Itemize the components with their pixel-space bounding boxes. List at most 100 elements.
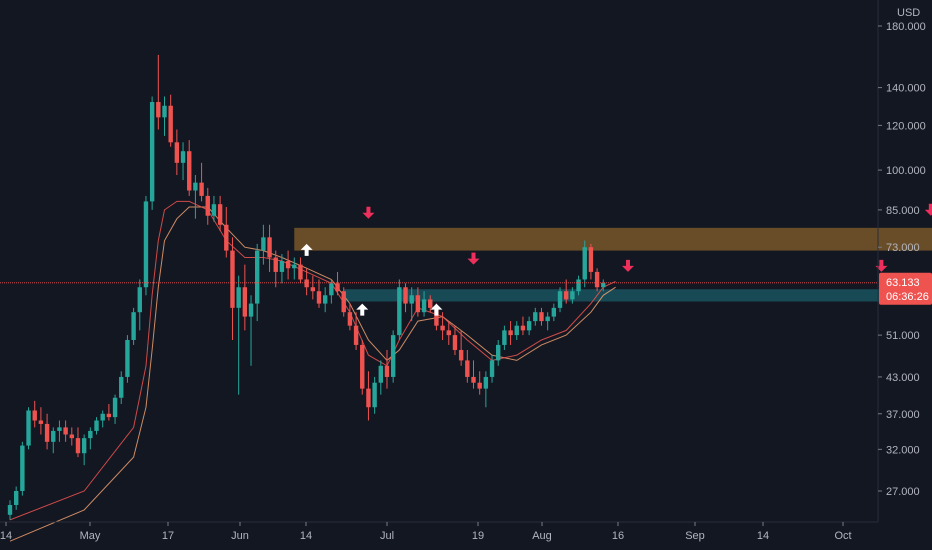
candle-body	[261, 237, 266, 251]
candle-body	[601, 282, 606, 288]
candle-body	[106, 413, 112, 418]
price-tick-label: 51.000	[886, 330, 920, 342]
price-tick-label: 37.000	[886, 409, 920, 421]
candle-body	[384, 365, 390, 377]
candle-body	[496, 344, 501, 361]
time-tick-label: May	[80, 530, 101, 542]
candle-body	[63, 427, 68, 435]
candle-body	[564, 291, 569, 300]
candle-body	[156, 102, 161, 118]
candle-body	[440, 325, 445, 331]
price-tick-label: 120.000	[886, 120, 926, 132]
candle-body	[415, 295, 421, 313]
candle-body	[149, 102, 155, 202]
candle-body	[341, 291, 346, 313]
candle-body	[162, 105, 167, 118]
candle-body	[310, 287, 316, 292]
candle-body	[180, 151, 186, 163]
candle-body	[298, 264, 303, 280]
candle-body	[273, 257, 278, 272]
moving-averages-layer	[9, 200, 616, 542]
candle-body	[236, 287, 241, 308]
candles-layer	[7, 54, 606, 520]
candle-body	[322, 295, 328, 304]
candle-body	[51, 430, 56, 442]
arrow-down-icon	[362, 206, 375, 219]
time-tick-label: 17	[162, 530, 174, 542]
candle-body	[483, 376, 489, 389]
candle-body	[508, 330, 513, 336]
candle-body	[193, 182, 198, 191]
price-tick-label: 32.000	[886, 444, 920, 456]
candle-body	[570, 291, 575, 300]
arrow-down-icon	[467, 252, 480, 265]
candle-body	[205, 195, 210, 216]
candle-body	[360, 344, 365, 389]
candle-body	[489, 360, 495, 377]
candle-body	[168, 105, 173, 143]
candle-body	[520, 325, 526, 331]
candle-body	[88, 430, 93, 439]
candle-body	[174, 142, 180, 163]
candle-body	[211, 204, 217, 216]
currency-label: USD	[897, 7, 920, 19]
candle-body	[421, 299, 427, 313]
last-price-label: 63.133	[886, 277, 920, 289]
arrow-up-icon	[430, 303, 443, 316]
candle-body	[366, 388, 371, 408]
candle-body	[38, 420, 44, 424]
candle-body	[242, 287, 248, 317]
candle-body	[452, 335, 458, 350]
candle-body	[75, 438, 81, 454]
countdown-label: 06:36:26	[886, 291, 929, 303]
candle-body	[316, 291, 322, 304]
candle-body	[329, 283, 334, 296]
candle-body	[81, 438, 87, 454]
time-tick-label: 19	[472, 530, 484, 542]
candle-body	[514, 325, 519, 336]
price-tick-label: 180.000	[886, 21, 926, 33]
candle-body	[267, 237, 272, 258]
candle-body	[551, 307, 557, 317]
candle-body	[582, 247, 587, 280]
candle-body	[285, 261, 291, 269]
price-axis[interactable]: 180.000 140.000 120.000 100.000 85.000 73.000…	[878, 21, 926, 498]
candle-body	[335, 283, 340, 292]
candle-body	[397, 287, 402, 336]
candle-body	[390, 335, 396, 377]
candle-body	[434, 307, 439, 326]
candle-body	[143, 201, 149, 288]
time-tick-label: 14	[757, 530, 769, 542]
candle-body	[279, 261, 285, 272]
time-tick-label: 14	[300, 530, 312, 542]
candle-body	[557, 291, 563, 308]
candle-body	[44, 423, 50, 442]
candle-body	[125, 339, 130, 377]
candle-body	[7, 505, 13, 515]
candle-body	[403, 287, 408, 304]
candle-body	[458, 349, 464, 361]
time-tick-label: Oct	[834, 530, 851, 542]
price-tick-label: 43.000	[886, 372, 920, 384]
candle-body	[533, 312, 538, 322]
arrow-up-icon	[356, 303, 369, 316]
time-tick-label: Aug	[532, 530, 552, 542]
candle-body	[576, 279, 581, 292]
time-tick-label: 16	[612, 530, 624, 542]
candle-body	[526, 321, 532, 331]
candle-body	[409, 295, 414, 304]
ma-fast-line	[9, 200, 616, 521]
candle-body	[378, 365, 383, 383]
ma-slow-line	[9, 206, 616, 542]
candle-body	[20, 445, 25, 491]
zone-resistance	[294, 227, 932, 251]
price-tick-label: 100.000	[886, 165, 926, 177]
candle-body	[471, 376, 476, 383]
candle-body	[372, 382, 377, 408]
zones-layer	[294, 227, 932, 302]
price-tick-label: 85.000	[886, 205, 920, 217]
arrow-up-icon	[300, 243, 313, 256]
candle-body	[502, 330, 507, 345]
time-axis[interactable]: 14 May 17 Jun 14 Jul 19 Aug 16 Sep 14 Oct	[0, 522, 852, 542]
